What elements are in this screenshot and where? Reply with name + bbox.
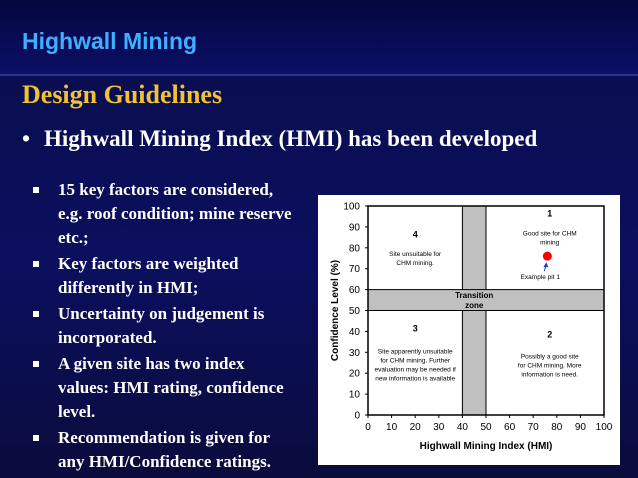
- title-bar: [0, 0, 638, 74]
- y-tick-label: 30: [349, 348, 361, 359]
- y-tick-label: 70: [349, 264, 361, 275]
- transition-zone-label: Transition: [455, 291, 493, 300]
- y-tick-label: 10: [349, 390, 361, 401]
- square-bullet-icon: [33, 311, 39, 317]
- x-tick-label: 10: [386, 422, 398, 433]
- x-tick-label: 0: [365, 422, 371, 433]
- example-pit-label: Example pit 1: [521, 274, 561, 281]
- x-tick-label: 20: [410, 422, 422, 433]
- sub-bullet-line: 15 key factors are considered,: [58, 180, 274, 199]
- x-tick-label: 100: [596, 422, 613, 433]
- sub-bullet-line: Recommendation is given for: [58, 428, 271, 447]
- y-tick-label: 90: [349, 222, 361, 233]
- sub-bullet-item: Key factors are weighted differently in H…: [30, 252, 330, 300]
- quadrant-description: CHM mining.: [396, 260, 434, 267]
- x-tick-label: 60: [504, 422, 516, 433]
- title-divider: [0, 74, 638, 76]
- example-pit-point: [542, 251, 552, 261]
- x-tick-label: 90: [575, 422, 587, 433]
- sub-bullet-line: Uncertainty on judgement is: [58, 304, 265, 323]
- x-tick-label: 70: [528, 422, 540, 433]
- x-axis-label: Highwall Mining Index (HMI): [420, 441, 553, 452]
- quadrant-description: mining: [540, 239, 560, 246]
- app-title: Highwall Mining: [22, 28, 198, 54]
- quadrant-description: Possibly a good site: [521, 354, 579, 361]
- main-bullet-text: Highwall Mining Index (HMI) has been dev…: [44, 126, 538, 151]
- y-tick-label: 80: [349, 243, 361, 254]
- sub-bullet-line: incorporated.: [58, 328, 157, 347]
- sub-bullet-item: A given site has two index values: HMI ra…: [30, 352, 330, 424]
- arrow-head-icon: [543, 262, 549, 268]
- square-bullet-icon: [33, 435, 39, 441]
- y-tick-label: 0: [354, 411, 360, 422]
- sub-bullet-line: any HMI/Confidence ratings.: [58, 452, 271, 471]
- main-bullet: • Highwall Mining Index (HMI) has been de…: [22, 126, 537, 152]
- quadrant-description: for CHM mining. Further: [380, 357, 451, 364]
- y-tick-label: 20: [349, 369, 361, 380]
- x-tick-label: 50: [480, 422, 492, 433]
- y-tick-label: 40: [349, 327, 361, 338]
- x-tick-label: 40: [457, 422, 469, 433]
- sub-bullet-line: e.g. roof condition; mine reserve: [58, 204, 292, 223]
- quadrant-description: Site apparently unsuitable: [378, 348, 453, 355]
- x-tick-label: 80: [551, 422, 563, 433]
- section-title: Design Guidelines: [22, 80, 223, 109]
- quadrant-description: Site unsuitable for: [389, 251, 442, 258]
- sub-bullet-line: differently in HMI;: [58, 278, 199, 297]
- y-tick-label: 50: [349, 306, 361, 317]
- sub-bullet-line: values: HMI rating, confidence: [58, 378, 284, 397]
- sub-bullet-item: Uncertainty on judgement is incorporated.: [30, 302, 330, 350]
- sub-bullet-line: level.: [58, 402, 96, 421]
- sub-bullet-item: Recommendation is given for any HMI/Confi…: [30, 426, 330, 474]
- quadrant-description: information is need.: [521, 372, 578, 379]
- transition-zone-label: zone: [465, 301, 484, 310]
- sub-bullet-list: 15 key factors are considered, e.g. roof …: [30, 178, 330, 476]
- quadrant-number: 2: [547, 330, 552, 340]
- sub-bullet-line: Key factors are weighted: [58, 254, 239, 273]
- quadrant-number: 4: [413, 229, 418, 239]
- square-bullet-icon: [33, 361, 39, 367]
- sub-bullet-line: A given site has two index: [58, 354, 245, 373]
- chart-svg: 0 10 20 30 40 50 60 70 80 90 100 0 10 20 30 40 50 60 70 80 9…: [330, 202, 613, 453]
- quadrant-description: evaluation may be needed if: [375, 366, 457, 373]
- y-axis-label: Confidence Level (%): [330, 260, 341, 361]
- square-bullet-icon: [33, 261, 39, 267]
- sub-bullet-item: 15 key factors are considered, e.g. roof …: [30, 178, 330, 250]
- quadrant-number: 1: [547, 208, 552, 218]
- y-tick-label: 60: [349, 285, 361, 296]
- x-tick-label: 30: [433, 422, 445, 433]
- quadrant-description: for CHM mining. More: [518, 363, 582, 370]
- y-tick-label: 100: [343, 202, 360, 213]
- quadrant-description: new information is available: [375, 375, 455, 382]
- quadrant-description: Good site for CHM: [523, 230, 577, 237]
- quadrant-number: 3: [413, 323, 418, 333]
- square-bullet-icon: [33, 187, 39, 193]
- hmi-chart: 0 10 20 30 40 50 60 70 80 90 100 0 10 20 30 40 50 60 70 80 9…: [318, 195, 620, 465]
- bullet-marker: •: [22, 126, 31, 151]
- sub-bullet-line: etc.;: [58, 228, 89, 247]
